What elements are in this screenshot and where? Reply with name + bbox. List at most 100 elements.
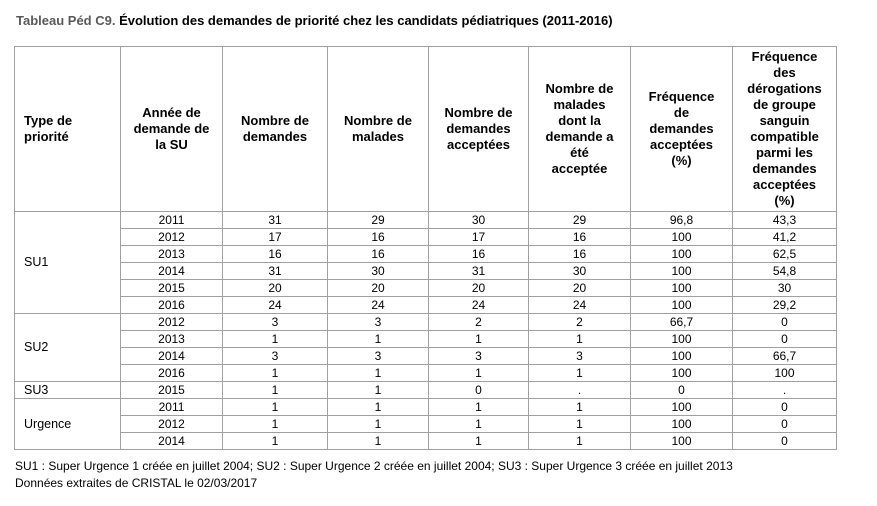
priority-requests-table: Type de priorité Année de demande de la …	[14, 46, 837, 450]
data-cell: 17	[428, 228, 529, 246]
data-cell: 16	[327, 245, 429, 263]
column-header-nombre-malades-demande-acceptee: Nombre de malades dont la demande a été …	[528, 46, 631, 212]
table-row: 2012 1 1 1 1 100 0	[15, 415, 837, 433]
type-cell-su1: SU1	[14, 211, 121, 314]
data-cell: 0	[630, 381, 733, 399]
data-cell: 20	[327, 279, 429, 297]
data-cell: 1	[428, 364, 529, 382]
data-cell: 100	[630, 228, 733, 246]
table-row: 2016 1 1 1 1 100 100	[15, 364, 837, 382]
data-cell: 100	[630, 279, 733, 297]
data-cell: 30	[428, 211, 529, 229]
page-title: Tableau Péd C9. Évolution des demandes d…	[16, 13, 863, 29]
table-number-label: Tableau Péd C9.	[16, 13, 116, 28]
data-cell: 1	[327, 432, 429, 450]
table-body: SU1 2011 31 29 30 29 96,8 43,3 2012 17 16 17 16 100 41…	[14, 211, 837, 450]
table-title-text: Évolution des demandes de priorité chez …	[115, 13, 613, 28]
data-cell: 1	[222, 398, 328, 416]
data-cell: 2013	[120, 330, 223, 348]
data-cell: 24	[222, 296, 328, 314]
table-row: 2014 3 3 3 3 100 66,7	[15, 347, 837, 365]
data-cell: 1	[528, 432, 631, 450]
data-cell: 2014	[120, 432, 223, 450]
data-cell: 100	[630, 262, 733, 280]
data-cell: 0	[732, 415, 837, 433]
table-row: Urgence 2011 1 1 1 1 100 0	[14, 398, 837, 450]
report-content: Tableau Péd C9. Évolution des demandes d…	[14, 13, 863, 492]
data-cell: 31	[222, 211, 328, 229]
table-row: 2015 20 20 20 20 100 30	[15, 279, 837, 297]
column-header-nombre-demandes: Nombre de demandes	[222, 46, 328, 212]
data-cell: 29,2	[732, 296, 837, 314]
data-cell: 20	[222, 279, 328, 297]
data-cell: 16	[222, 245, 328, 263]
data-cell: 2014	[120, 262, 223, 280]
data-cell: 2016	[120, 364, 223, 382]
column-header-type-priorite: Type de priorité	[14, 46, 121, 212]
data-cell: 1	[222, 364, 328, 382]
data-cell: 29	[528, 211, 631, 229]
column-header-nombre-demandes-acceptees: Nombre de demandes acceptées	[428, 46, 529, 212]
data-cell: 1	[528, 415, 631, 433]
data-cell: 3	[327, 347, 429, 365]
data-cell: 2016	[120, 296, 223, 314]
data-cell: 2011	[120, 211, 223, 229]
data-cell: 24	[428, 296, 529, 314]
data-cell: 3	[428, 347, 529, 365]
data-cell: 66,7	[732, 347, 837, 365]
table-row: SU1 2011 31 29 30 29 96,8 43,3	[14, 211, 837, 314]
data-cell: 54,8	[732, 262, 837, 280]
data-cell: 0	[732, 432, 837, 450]
data-cell: 3	[528, 347, 631, 365]
data-cell: 1	[222, 415, 328, 433]
data-cell: 100	[630, 364, 733, 382]
data-cell: 2	[528, 313, 631, 331]
data-cell: 66,7	[630, 313, 733, 331]
data-cell: 2015	[120, 381, 223, 399]
data-cell: 2015	[120, 279, 223, 297]
data-cell: 20	[528, 279, 631, 297]
data-cell: 62,5	[732, 245, 837, 263]
data-cell: 1	[222, 330, 328, 348]
type-cell-urgence: Urgence	[14, 398, 121, 450]
data-cell: 1	[327, 415, 429, 433]
data-cell: 24	[528, 296, 631, 314]
type-cell-su2: SU2	[14, 313, 121, 382]
data-cell: 100	[630, 432, 733, 450]
data-cell: 100	[630, 398, 733, 416]
table-header: Type de priorité Année de demande de la …	[14, 46, 837, 212]
data-cell: 100	[630, 330, 733, 348]
data-cell: .	[732, 381, 837, 399]
data-cell: 30	[528, 262, 631, 280]
data-cell: 1	[528, 398, 631, 416]
footnotes: SU1 : Super Urgence 1 créée en juillet 2…	[15, 458, 863, 492]
data-cell: 30	[732, 279, 837, 297]
data-cell: 2011	[120, 398, 223, 416]
footnote-su-definitions: SU1 : Super Urgence 1 créée en juillet 2…	[15, 459, 733, 473]
data-cell: 16	[528, 228, 631, 246]
data-cell: 30	[327, 262, 429, 280]
data-cell: 100	[630, 347, 733, 365]
data-cell: 2014	[120, 347, 223, 365]
data-cell: 1	[327, 364, 429, 382]
data-cell: 31	[428, 262, 529, 280]
table-row: 2013 1 1 1 1 100 0	[15, 330, 837, 348]
data-cell: 16	[327, 228, 429, 246]
data-cell: 100	[630, 245, 733, 263]
data-cell: .	[528, 381, 631, 399]
table-row: 2014 1 1 1 1 100 0	[15, 432, 837, 450]
data-cell: 0	[732, 398, 837, 416]
data-cell: 1	[327, 330, 429, 348]
data-cell: 1	[327, 398, 429, 416]
table-row: 2012 17 16 17 16 100 41,2	[15, 228, 837, 246]
data-cell: 1	[428, 330, 529, 348]
data-cell: 20	[428, 279, 529, 297]
data-cell: 1	[428, 432, 529, 450]
data-cell: 17	[222, 228, 328, 246]
data-cell: 2	[428, 313, 529, 331]
table-row: 2016 24 24 24 24 100 29,2	[15, 296, 837, 314]
data-cell: 43,3	[732, 211, 837, 229]
data-cell: 2012	[120, 313, 223, 331]
data-cell: 1	[222, 381, 328, 399]
data-cell: 1	[528, 364, 631, 382]
